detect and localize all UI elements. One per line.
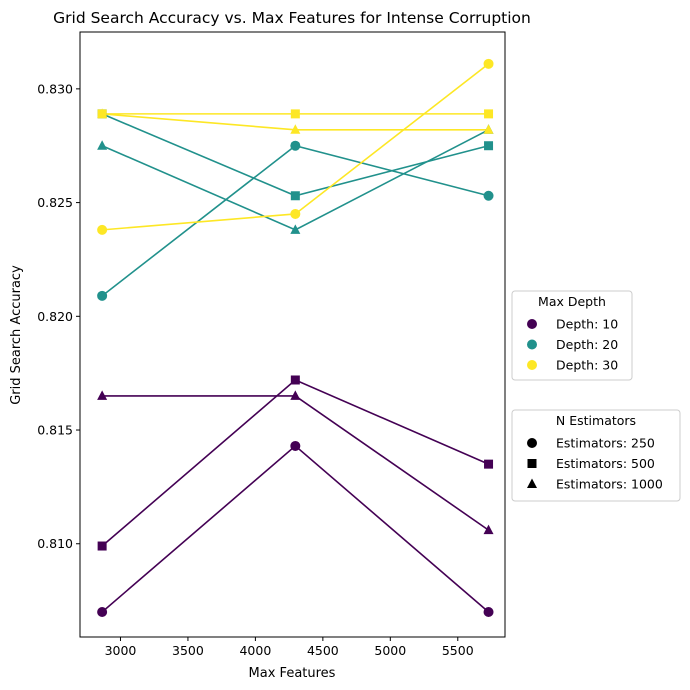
data-point-depth30-est250 (290, 208, 301, 219)
legend-entry-label: Estimators: 500 (556, 456, 655, 471)
data-point-depth20-est1000 (97, 140, 108, 150)
data-point-depth30-est1000 (290, 124, 301, 134)
legend-n-estimators: N Estimators Estimators: 250 Estimators: 5… (511, 409, 681, 502)
data-point-depth10-est500 (290, 375, 300, 385)
x-tick-label: 3500 (172, 643, 204, 658)
data-point-depth20-est250 (290, 140, 301, 151)
legend-marker-square (527, 459, 537, 468)
axes: 3000 3500 4000 4500 5000 5500 0.810 0.815 0.820 0… (37, 81, 474, 658)
chart-title: Grid Search Accuracy vs. Max Features fo… (53, 9, 531, 27)
series-line-depth10-est250 (101, 444, 490, 613)
series-line-depth10-est500 (101, 379, 489, 547)
legend-marker-circle (527, 438, 537, 448)
data-point-depth20-est500 (484, 141, 494, 151)
data-point-depth20-est250 (483, 190, 494, 201)
legend-frame (511, 409, 681, 502)
legend-marker-circle (527, 339, 537, 350)
data-point-depth20-est250 (97, 290, 108, 301)
data-point-depth10-est1000 (97, 390, 108, 400)
legend-entry-label: Estimators: 250 (556, 436, 655, 451)
legend-marker-circle (527, 360, 537, 370)
data-point-depth30-est250 (483, 58, 494, 69)
series-line-depth10-est1000 (102, 395, 489, 531)
plot-frame (79, 31, 506, 638)
legend-title: N Estimators (556, 413, 636, 428)
y-tick-label: 0.830 (37, 81, 73, 96)
y-tick-label: 0.820 (37, 309, 73, 324)
series-line-depth20-est250 (101, 144, 489, 297)
data-point-depth10-est250 (290, 440, 301, 451)
legend-entry-label: Estimators: 1000 (556, 477, 663, 492)
plot-area (97, 58, 494, 617)
legend-entry-label: Depth: 30 (556, 358, 618, 373)
y-tick-label: 0.825 (37, 195, 73, 210)
x-tick-label: 3000 (105, 643, 137, 658)
y-tick-label: 0.810 (37, 536, 73, 551)
data-point-depth10-est250 (483, 606, 494, 617)
y-axis-label: Grid Search Accuracy (9, 265, 24, 405)
x-tick-label: 5000 (374, 643, 406, 658)
data-point-depth30-est1000 (483, 124, 494, 134)
data-point-depth10-est250 (97, 606, 108, 617)
data-point-depth10-est1000 (483, 524, 494, 535)
legend-max-depth: Max Depth Depth: 10 Depth: 20 Depth: 30 (511, 290, 633, 381)
data-point-depth10-est500 (97, 541, 107, 551)
data-point-depth30-est500 (290, 109, 300, 119)
x-axis-label: Max Features (249, 666, 336, 681)
legend-entry-label: Depth: 10 (556, 317, 618, 332)
data-point-depth30-est500 (484, 109, 494, 119)
legends: Max Depth Depth: 10 Depth: 20 Depth: 30 N Es… (511, 290, 681, 502)
data-point-depth30-est250 (97, 224, 108, 235)
data-point-depth10-est500 (484, 459, 494, 469)
legend-frame (511, 290, 633, 381)
legend-title: Max Depth (538, 294, 606, 309)
data-point-depth20-est1000 (290, 224, 301, 234)
data-point-depth10-est1000 (290, 390, 301, 400)
legend-entry-label: Depth: 20 (556, 337, 618, 352)
legend-marker-triangle (527, 478, 537, 488)
x-tick-label: 4500 (307, 643, 339, 658)
legend-marker-circle (527, 319, 537, 329)
data-point-depth20-est500 (290, 191, 300, 201)
x-tick-label: 5500 (442, 643, 474, 658)
data-point-depth30-est1000 (97, 108, 108, 118)
x-tick-label: 4000 (239, 643, 271, 658)
y-tick-label: 0.815 (37, 423, 73, 438)
